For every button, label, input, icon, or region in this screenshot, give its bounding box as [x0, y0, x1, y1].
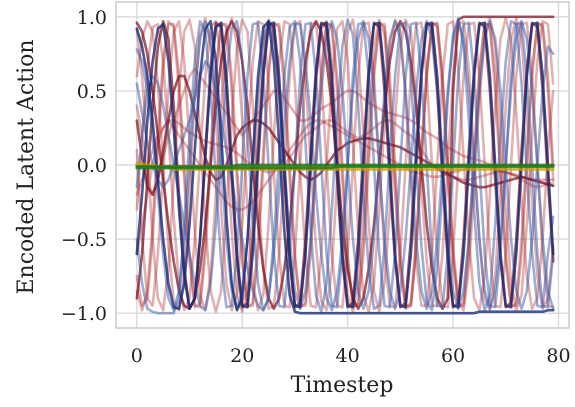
y-tick-label: 0.5	[77, 81, 107, 103]
series-line-3-1	[135, 21, 555, 311]
y-axis-label: Encoded Latent Action	[14, 39, 39, 294]
x-tick-label: 0	[131, 345, 143, 367]
series-line-5-1	[135, 165, 555, 170]
series-line-2-0	[135, 19, 555, 312]
series-line-3-0	[135, 19, 555, 315]
series-line-4-0	[135, 163, 555, 171]
series-line-1-0	[135, 15, 555, 311]
series-line-0-3	[135, 67, 555, 196]
x-tick-label: 40	[336, 345, 360, 367]
series-line-2-2	[135, 19, 555, 312]
y-tick-label: −0.5	[61, 229, 107, 251]
x-tick-label: 60	[441, 345, 465, 367]
x-tick-label: 20	[230, 345, 254, 367]
series-line-5-0	[135, 163, 555, 168]
y-tick-label: 1.0	[77, 7, 107, 29]
series-line-2-3	[135, 16, 555, 314]
y-tick-labels: 1.0 0.5 0.0 −0.5 −1.0	[61, 7, 107, 325]
x-axis-label: Timestep	[291, 373, 394, 398]
x-tick-label: 80	[546, 345, 570, 367]
plot-frame	[115, 1, 570, 329]
series-lines	[135, 15, 555, 315]
x-tick-labels: 0 20 40 60 80	[131, 345, 571, 367]
y-tick-label: 0.0	[77, 155, 107, 177]
y-tick-label: −1.0	[61, 303, 107, 325]
